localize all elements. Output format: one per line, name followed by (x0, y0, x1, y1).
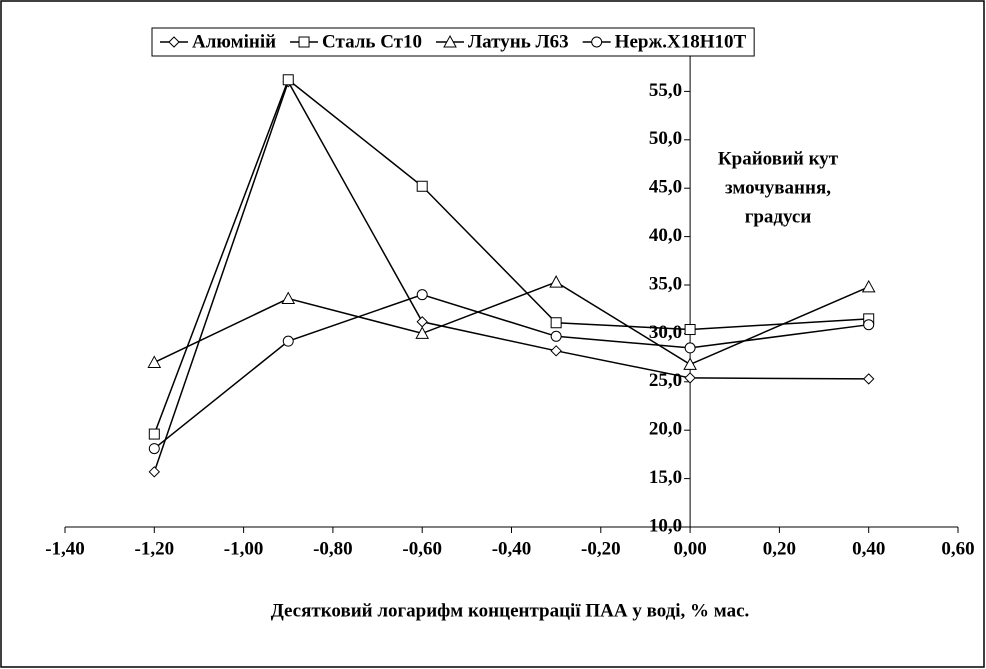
data-point (861, 279, 876, 293)
data-point (282, 335, 294, 347)
data-point (550, 345, 562, 357)
data-point (862, 373, 875, 385)
legend-label: Алюміній (192, 31, 276, 52)
data-point (282, 74, 294, 86)
x-tick-label: -1,20 (135, 538, 175, 559)
y-tick-label: 35,0 (649, 273, 682, 294)
data-point (684, 324, 696, 336)
series-line (153, 78, 869, 435)
x-tick-label: 0,00 (673, 538, 706, 559)
y-axis-label: Крайовий кут (718, 148, 839, 169)
x-tick-label: -1,00 (224, 538, 264, 559)
data-point (683, 357, 697, 370)
x-tick-label: -0,80 (313, 538, 353, 559)
series-line (153, 281, 869, 366)
series-line (153, 293, 869, 450)
y-tick-label: 10,0 (649, 515, 682, 536)
legend-label: Латунь Л63 (468, 31, 569, 52)
y-tick-label: 40,0 (649, 225, 682, 246)
x-tick-label: -1,40 (45, 538, 85, 559)
x-tick-label: -0,60 (402, 538, 442, 559)
data-point (148, 428, 160, 440)
legend-marker (298, 36, 310, 48)
data-point (147, 355, 162, 368)
x-tick-label: 0,60 (941, 538, 974, 559)
y-tick-label: 45,0 (649, 177, 682, 198)
y-tick-label: 50,0 (649, 128, 682, 149)
y-tick-label: 30,0 (649, 322, 682, 343)
data-point (148, 466, 161, 478)
data-point (684, 342, 696, 354)
legend-marker (168, 36, 180, 48)
data-point (415, 326, 430, 339)
data-point (416, 180, 428, 192)
data-point (550, 317, 562, 329)
legend-marker (443, 34, 457, 48)
y-tick-label: 25,0 (649, 370, 682, 391)
data-point (684, 372, 696, 384)
legend-label: Нерж.Х18Н10Т (615, 31, 747, 52)
y-tick-label: 55,0 (649, 80, 682, 101)
data-point (549, 275, 563, 288)
data-point (281, 291, 296, 305)
legend-label: Сталь Ст10 (322, 31, 422, 52)
x-tick-label: -0,20 (581, 538, 621, 559)
data-point (863, 319, 875, 331)
x-axis-label: Десятковий логарифм концентрації ПАА у в… (271, 600, 750, 621)
y-tick-label: 20,0 (649, 419, 682, 440)
legend-marker (591, 36, 603, 48)
data-point (550, 330, 562, 342)
y-axis-label: градуси (745, 206, 812, 227)
y-tick-label: 15,0 (649, 467, 682, 488)
data-point (148, 443, 160, 455)
y-axis-label: змочування, (725, 177, 831, 198)
data-point (416, 289, 428, 301)
x-tick-label: -0,40 (492, 538, 532, 559)
series-line (153, 79, 869, 473)
x-tick-label: 0,20 (763, 538, 796, 559)
x-tick-label: 0,40 (852, 538, 885, 559)
